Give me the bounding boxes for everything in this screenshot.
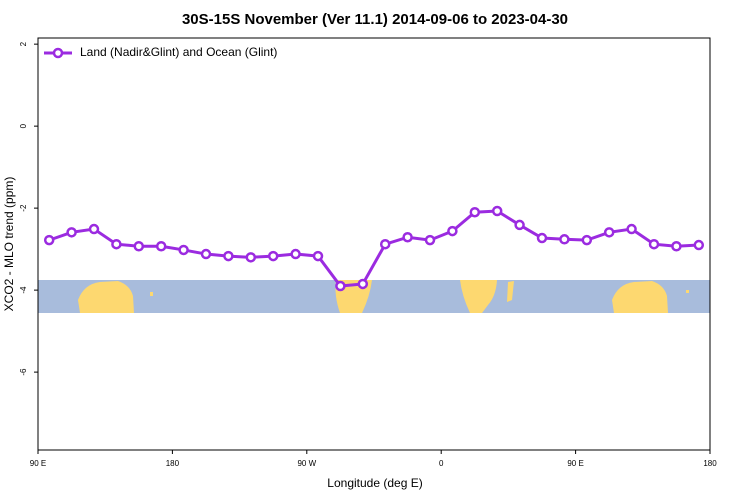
x-axis-label: Longitude (deg E)	[327, 476, 422, 490]
data-point	[312, 250, 324, 262]
data-point	[88, 223, 100, 235]
data-point	[402, 231, 413, 243]
data-point	[536, 232, 548, 244]
series-line	[48, 209, 699, 288]
x-tick-label: 0	[439, 459, 444, 468]
data-point	[111, 238, 122, 250]
data-point	[626, 223, 637, 235]
data-point	[693, 239, 705, 251]
x-tick-label: 180	[703, 459, 717, 468]
data-point	[581, 234, 593, 246]
data-point	[603, 227, 615, 238]
data-point	[335, 280, 346, 292]
data-point	[357, 278, 369, 290]
data-point	[200, 248, 212, 260]
y-tick-label: -6	[19, 368, 28, 376]
data-point	[447, 225, 458, 237]
data-point	[155, 241, 167, 252]
y-tick-label: 2	[19, 41, 28, 46]
chart-title: 30S-15S November (Ver 11.1) 2014-09-06 t…	[182, 11, 568, 28]
data-point	[671, 241, 682, 252]
data-point	[43, 234, 55, 246]
legend-marker	[52, 47, 64, 59]
data-point	[178, 244, 189, 256]
data-point	[491, 205, 503, 217]
data-point	[66, 227, 77, 238]
data-point	[424, 234, 436, 246]
x-tick-label: 90 E	[30, 459, 46, 468]
data-point	[245, 252, 257, 263]
x-tick-label: 180	[166, 459, 180, 468]
data-point	[514, 219, 525, 231]
data-point	[267, 250, 279, 262]
plot-frame	[37, 37, 711, 451]
legend-label: Land (Nadir&Glint) and Ocean (Glint)	[80, 45, 277, 59]
y-axis-label: XCO2 - MLO trend (ppm)	[2, 177, 16, 312]
data-point	[648, 238, 660, 250]
data-point	[290, 248, 301, 260]
data-point	[379, 238, 391, 250]
y-tick-label: -4	[19, 286, 28, 294]
x-tick-label: 90 E	[567, 459, 583, 468]
data-point	[469, 206, 481, 218]
data-point	[223, 250, 234, 262]
y-tick-label: -2	[19, 204, 28, 212]
data-point	[133, 241, 145, 252]
data-point	[559, 234, 570, 245]
y-tick-label: 0	[19, 123, 28, 128]
x-tick-label: 90 W	[297, 459, 316, 468]
map-band	[38, 280, 710, 313]
